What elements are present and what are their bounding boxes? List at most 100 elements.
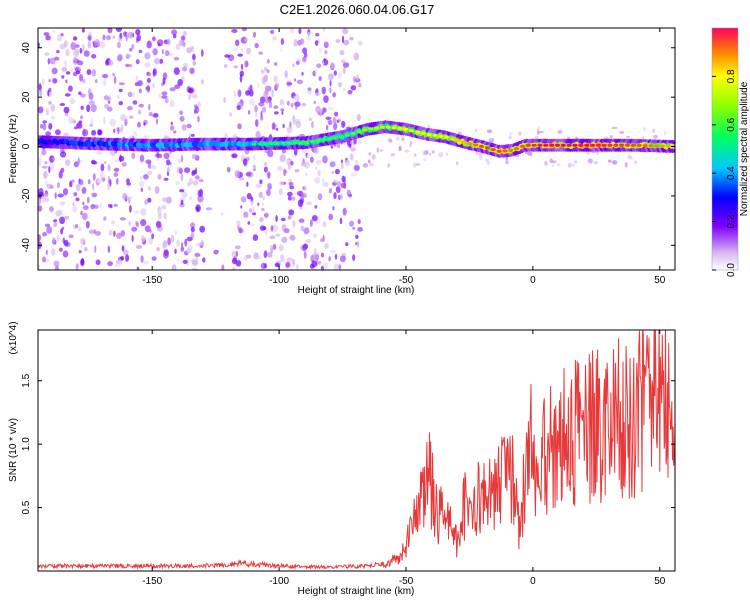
noise-speck: [128, 221, 132, 226]
ridge-peak: [525, 143, 531, 147]
noise-speck: [315, 166, 318, 170]
noise-speck: [81, 28, 85, 33]
noise-speck: [354, 159, 359, 166]
noise-speck: [180, 199, 184, 206]
noise-speck: [113, 203, 118, 207]
noise-speck: [107, 183, 111, 191]
noise-speck: [152, 68, 157, 76]
noise-speck: [341, 35, 345, 44]
noise-speck: [87, 40, 92, 49]
noise-speck: [86, 69, 92, 76]
noise-speck: [59, 103, 66, 106]
noise-speck: [95, 259, 101, 266]
noise-speck: [116, 94, 120, 99]
noise-speck: [82, 44, 85, 52]
noise-speck: [80, 210, 83, 216]
noise-speck: [140, 208, 147, 216]
noise-speck: [324, 243, 329, 249]
noise-speck: [116, 41, 121, 49]
noise-speck: [68, 114, 71, 121]
noise-speck: [574, 160, 578, 164]
noise-speck: [518, 131, 522, 137]
noise-speck: [40, 195, 46, 203]
snr-frame: [37, 329, 676, 572]
noise-speck: [349, 153, 354, 161]
noise-speck: [148, 103, 151, 111]
noise-speck: [224, 54, 231, 58]
noise-speck: [74, 58, 78, 63]
noise-speck: [302, 47, 308, 54]
noise-speck: [317, 170, 321, 177]
noise-speck: [314, 40, 319, 46]
noise-speck: [49, 185, 54, 189]
noise-speck: [182, 259, 188, 264]
noise-speck: [282, 123, 285, 129]
noise-speck: [135, 59, 140, 65]
noise-speck: [138, 103, 144, 108]
noise-speck: [113, 128, 116, 134]
noise-speck: [131, 43, 135, 50]
noise-speck: [234, 245, 241, 250]
noise-speck: [320, 252, 325, 258]
noise-speck: [157, 174, 162, 180]
noise-speck: [147, 186, 152, 191]
noise-speck: [342, 28, 349, 35]
noise-speck: [267, 252, 273, 258]
noise-speck: [286, 126, 293, 134]
noise-speck: [103, 95, 109, 101]
noise-speck: [330, 250, 337, 253]
noise-speck: [99, 41, 106, 49]
noise-speck: [328, 213, 334, 221]
noise-speck: [195, 167, 198, 175]
noise-speck: [322, 60, 325, 67]
noise-speck: [174, 84, 181, 89]
noise-speck: [288, 181, 294, 186]
ridge-peak: [350, 131, 356, 136]
ridge-peak: [560, 143, 566, 147]
noise-speck: [61, 226, 65, 230]
noise-speck: [38, 82, 42, 89]
noise-speck: [509, 132, 513, 135]
top-x-ticks: -150 -100 -50 0 50: [142, 28, 666, 286]
noise-speck: [189, 196, 193, 200]
snr-scale-label: (x10^4): [8, 321, 19, 354]
noise-speck: [314, 176, 321, 184]
noise-speck: [116, 177, 119, 185]
noise-speck: [264, 87, 269, 95]
noise-speck: [100, 163, 105, 172]
noise-speck: [171, 29, 178, 36]
noise-speck: [235, 39, 240, 47]
noise-speck: [161, 197, 167, 203]
noise-speck: [167, 166, 170, 174]
noise-speck: [93, 229, 96, 234]
noise-speck: [232, 267, 236, 270]
noise-speck: [138, 88, 142, 94]
noise-speck: [279, 154, 286, 163]
ridge-peak: [578, 143, 584, 147]
noise-speck: [118, 258, 122, 265]
y-tick-label: -40: [21, 238, 32, 253]
noise-speck: [69, 98, 76, 104]
noise-speck: [254, 111, 258, 118]
noise-speck: [318, 76, 322, 82]
noise-speck: [174, 230, 178, 235]
noise-speck: [146, 85, 151, 93]
noise-speck: [135, 220, 139, 226]
ridge-peak: [479, 144, 485, 148]
noise-speck: [332, 116, 336, 124]
noise-speck: [176, 258, 180, 262]
noise-speck: [280, 254, 284, 260]
noise-speck: [107, 203, 112, 208]
noise-speck: [257, 202, 260, 207]
noise-speck: [102, 78, 107, 87]
noise-speck: [93, 206, 99, 209]
colorbar-ticks: 0.0 0.2 0.4 0.6 0.8: [712, 69, 737, 277]
noise-speck: [154, 186, 160, 194]
ridge-peak: [654, 144, 660, 148]
noise-speck: [322, 107, 327, 113]
noise-speck: [138, 180, 145, 188]
noise-speck: [146, 71, 150, 76]
noise-speck: [314, 205, 318, 209]
noise-speck: [42, 256, 46, 263]
noise-speck: [558, 128, 563, 134]
